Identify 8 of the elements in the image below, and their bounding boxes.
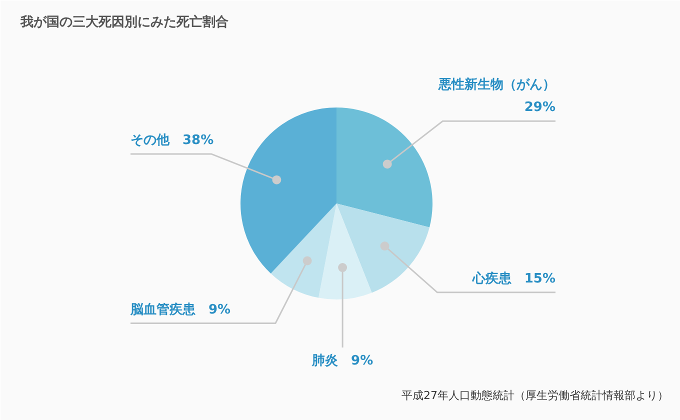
text: 平成27年人口動態統計（厚生労働省統計情報部より） — [402, 389, 669, 402]
data-label: 29% — [524, 100, 556, 116]
slice-label: 脳血管疾患 9% — [130, 301, 231, 318]
slice-label: 心疾患 15% — [471, 270, 556, 286]
slice-label: その他 38% — [130, 133, 214, 148]
chart-title: 我が国の三大死因別にみた死亡割合 — [20, 14, 228, 30]
slice-label: 肺炎 9% — [311, 354, 374, 368]
slice-label: 悪性新生物（がん） — [438, 76, 556, 93]
